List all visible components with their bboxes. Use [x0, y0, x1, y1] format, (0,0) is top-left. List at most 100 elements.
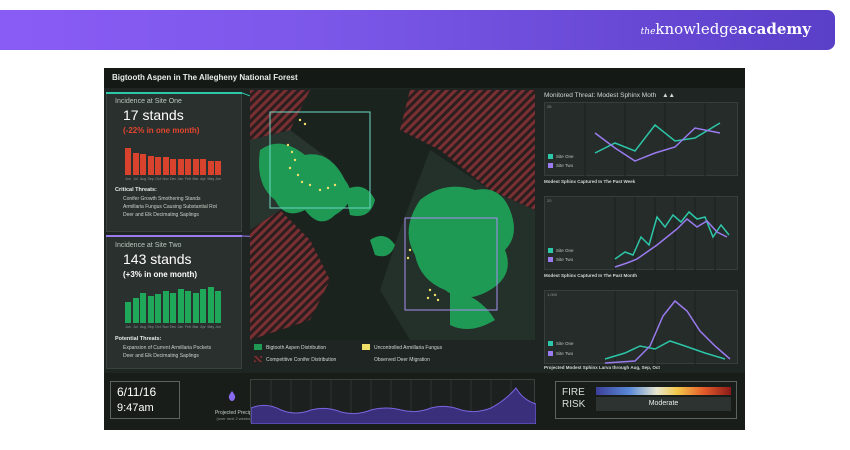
- brand-logo[interactable]: theknowledgeacademy: [641, 20, 811, 38]
- fire-label-2: RISK: [562, 399, 586, 410]
- bar-mar-9: [192, 293, 199, 323]
- raindrop-icon: [228, 391, 236, 401]
- site-two-heading: Incidence at Site Two: [115, 242, 182, 249]
- month-label: Apr: [200, 177, 206, 181]
- precip-chart[interactable]: [250, 379, 537, 425]
- bar-dec-6: [170, 293, 176, 323]
- site-two-months: Jun Jul Aug Sep Oct Nov Dec Jan Feb Mar Apr May Jun: [125, 325, 221, 329]
- threat-panel-title-text: Monitored Threat: Modest Sphinx Moth: [544, 92, 657, 99]
- month-label: Nov: [162, 177, 169, 181]
- site-two-panel: Incidence at Site Two 143 stands (+3% in…: [106, 236, 242, 369]
- month-label: Dec: [170, 325, 177, 329]
- forest-map-graphic: [250, 90, 535, 340]
- site-one-months: Jun Jul Aug Sep Oct Nov Dec Jan Feb Mar Apr May Jun: [125, 177, 221, 181]
- bar-jan-7: [177, 159, 184, 175]
- month-label: Dec: [170, 177, 177, 181]
- dashboard: Bigtooth Aspen in The Allegheny National…: [104, 68, 745, 430]
- precip-chart-area: [250, 380, 537, 425]
- chart-past-month-lines: [614, 197, 730, 271]
- bar-jun-12: [215, 291, 221, 323]
- bar-mar-9: [192, 159, 199, 175]
- brand-prefix: the: [640, 27, 656, 37]
- fire-risk-box: FIRE RISK Moderate: [555, 381, 737, 419]
- month-label: Jul: [133, 177, 138, 181]
- chart-past-month[interactable]: 20: [544, 196, 738, 271]
- month-label: May: [207, 325, 215, 329]
- month-label: Aug: [140, 177, 147, 181]
- chart1-key-site-two: Site Two: [548, 163, 573, 168]
- fire-risk-gradient: [596, 387, 731, 395]
- bar-oct-4: [155, 294, 161, 323]
- month-label: Oct: [155, 325, 161, 329]
- bar-feb-8: [185, 291, 191, 323]
- time-text: 9:47am: [117, 402, 154, 414]
- month-label: Mar: [192, 325, 199, 329]
- month-label: Jul: [133, 325, 138, 329]
- month-label: Jun: [215, 177, 221, 181]
- precip-label: Projected Precip. (over next 2 weeks): [204, 410, 264, 421]
- site-one-threats-label: Critical Threats:: [115, 187, 157, 193]
- site-two-threat-2: Deer and Elk Decimating Saplings: [123, 353, 199, 359]
- brand-name-2: academy: [737, 20, 811, 38]
- month-label: Jun: [215, 325, 221, 329]
- bottom-strip: 6/11/16 9:47am Projected Precip. (over n…: [104, 373, 745, 430]
- chart-larva-lines: [604, 291, 731, 365]
- site-one-heading: Incidence at Site One: [115, 98, 182, 105]
- month-label: Jan: [177, 177, 184, 181]
- fire-risk-value: Moderate: [596, 397, 731, 411]
- month-label: Feb: [185, 325, 192, 329]
- header-banner: theknowledgeacademy: [0, 10, 835, 50]
- site-two-threats-label: Potential Threats:: [115, 336, 162, 342]
- legend-fungus-swatch: [362, 344, 370, 350]
- bar-aug-2: [140, 293, 146, 323]
- chart-past-month-ymax: 20: [547, 198, 552, 203]
- chart1-key-site-one: Site One: [548, 154, 574, 159]
- precip-sub-text: (over next 2 weeks): [216, 416, 252, 421]
- site-one-threat-1: Conifer Growth Smothering Stands: [123, 196, 201, 202]
- month-label: Jan: [177, 325, 184, 329]
- bar-jun-0: [125, 302, 131, 323]
- bar-nov-5: [162, 291, 169, 323]
- date-text: 6/11/16: [117, 385, 157, 399]
- dashboard-title: Bigtooth Aspen in The Allegheny National…: [104, 68, 745, 88]
- bar-jul-1: [132, 298, 139, 323]
- bar-sep-3: [147, 156, 154, 175]
- bar-apr-10: [200, 289, 206, 323]
- bar-oct-4: [155, 157, 161, 175]
- chart-past-week-lines: [584, 103, 721, 177]
- bar-jan-7: [177, 289, 184, 323]
- legend-deer: Observed Deer Migration: [374, 357, 430, 363]
- month-label: Oct: [155, 177, 161, 181]
- bar-dec-6: [170, 159, 176, 175]
- forest-map[interactable]: [250, 90, 535, 340]
- bar-aug-2: [140, 154, 146, 175]
- bar-sep-3: [147, 296, 154, 323]
- bar-apr-10: [200, 159, 206, 175]
- chart-larva-caption: Projected Modest Sphinx Larva through Au…: [544, 365, 660, 370]
- precip-label-text: Projected Precip.: [214, 410, 254, 416]
- site-two-bar-chart: [125, 285, 221, 323]
- chart3-key-site-one: Site One: [548, 341, 574, 346]
- month-label: Mar: [192, 177, 199, 181]
- bar-jun-0: [125, 148, 131, 175]
- legend-aspen: Bigtooth Aspen Distribution: [266, 345, 327, 351]
- site-one-threat-3: Deer and Elk Decimating Saplings: [123, 212, 199, 218]
- month-label: May: [207, 177, 215, 181]
- month-label: Feb: [185, 177, 192, 181]
- month-label: Nov: [162, 325, 169, 329]
- site-one-change: (-22% in one month): [123, 126, 200, 135]
- chart-larva-projection[interactable]: 1,000: [544, 290, 738, 365]
- datetime-box: 6/11/16 9:47am: [110, 381, 180, 419]
- site-two-change: (+3% in one month): [123, 270, 197, 279]
- chart-past-month-caption: Modest Sphinx Captured In The Past Month: [544, 273, 638, 278]
- bar-may-11: [207, 161, 214, 175]
- chart2-key-site-one: Site One: [548, 248, 574, 253]
- chart-past-week-caption: Modest Sphinx Captured In The Past Week: [544, 179, 636, 184]
- bar-jul-1: [132, 153, 139, 175]
- month-label: Apr: [200, 325, 206, 329]
- chart-past-week-ymax: 25: [547, 104, 552, 109]
- chart3-key-site-two: Site Two: [548, 351, 573, 356]
- chart-past-week[interactable]: 25: [544, 102, 738, 177]
- month-label: Jun: [125, 325, 131, 329]
- bar-feb-8: [185, 159, 191, 175]
